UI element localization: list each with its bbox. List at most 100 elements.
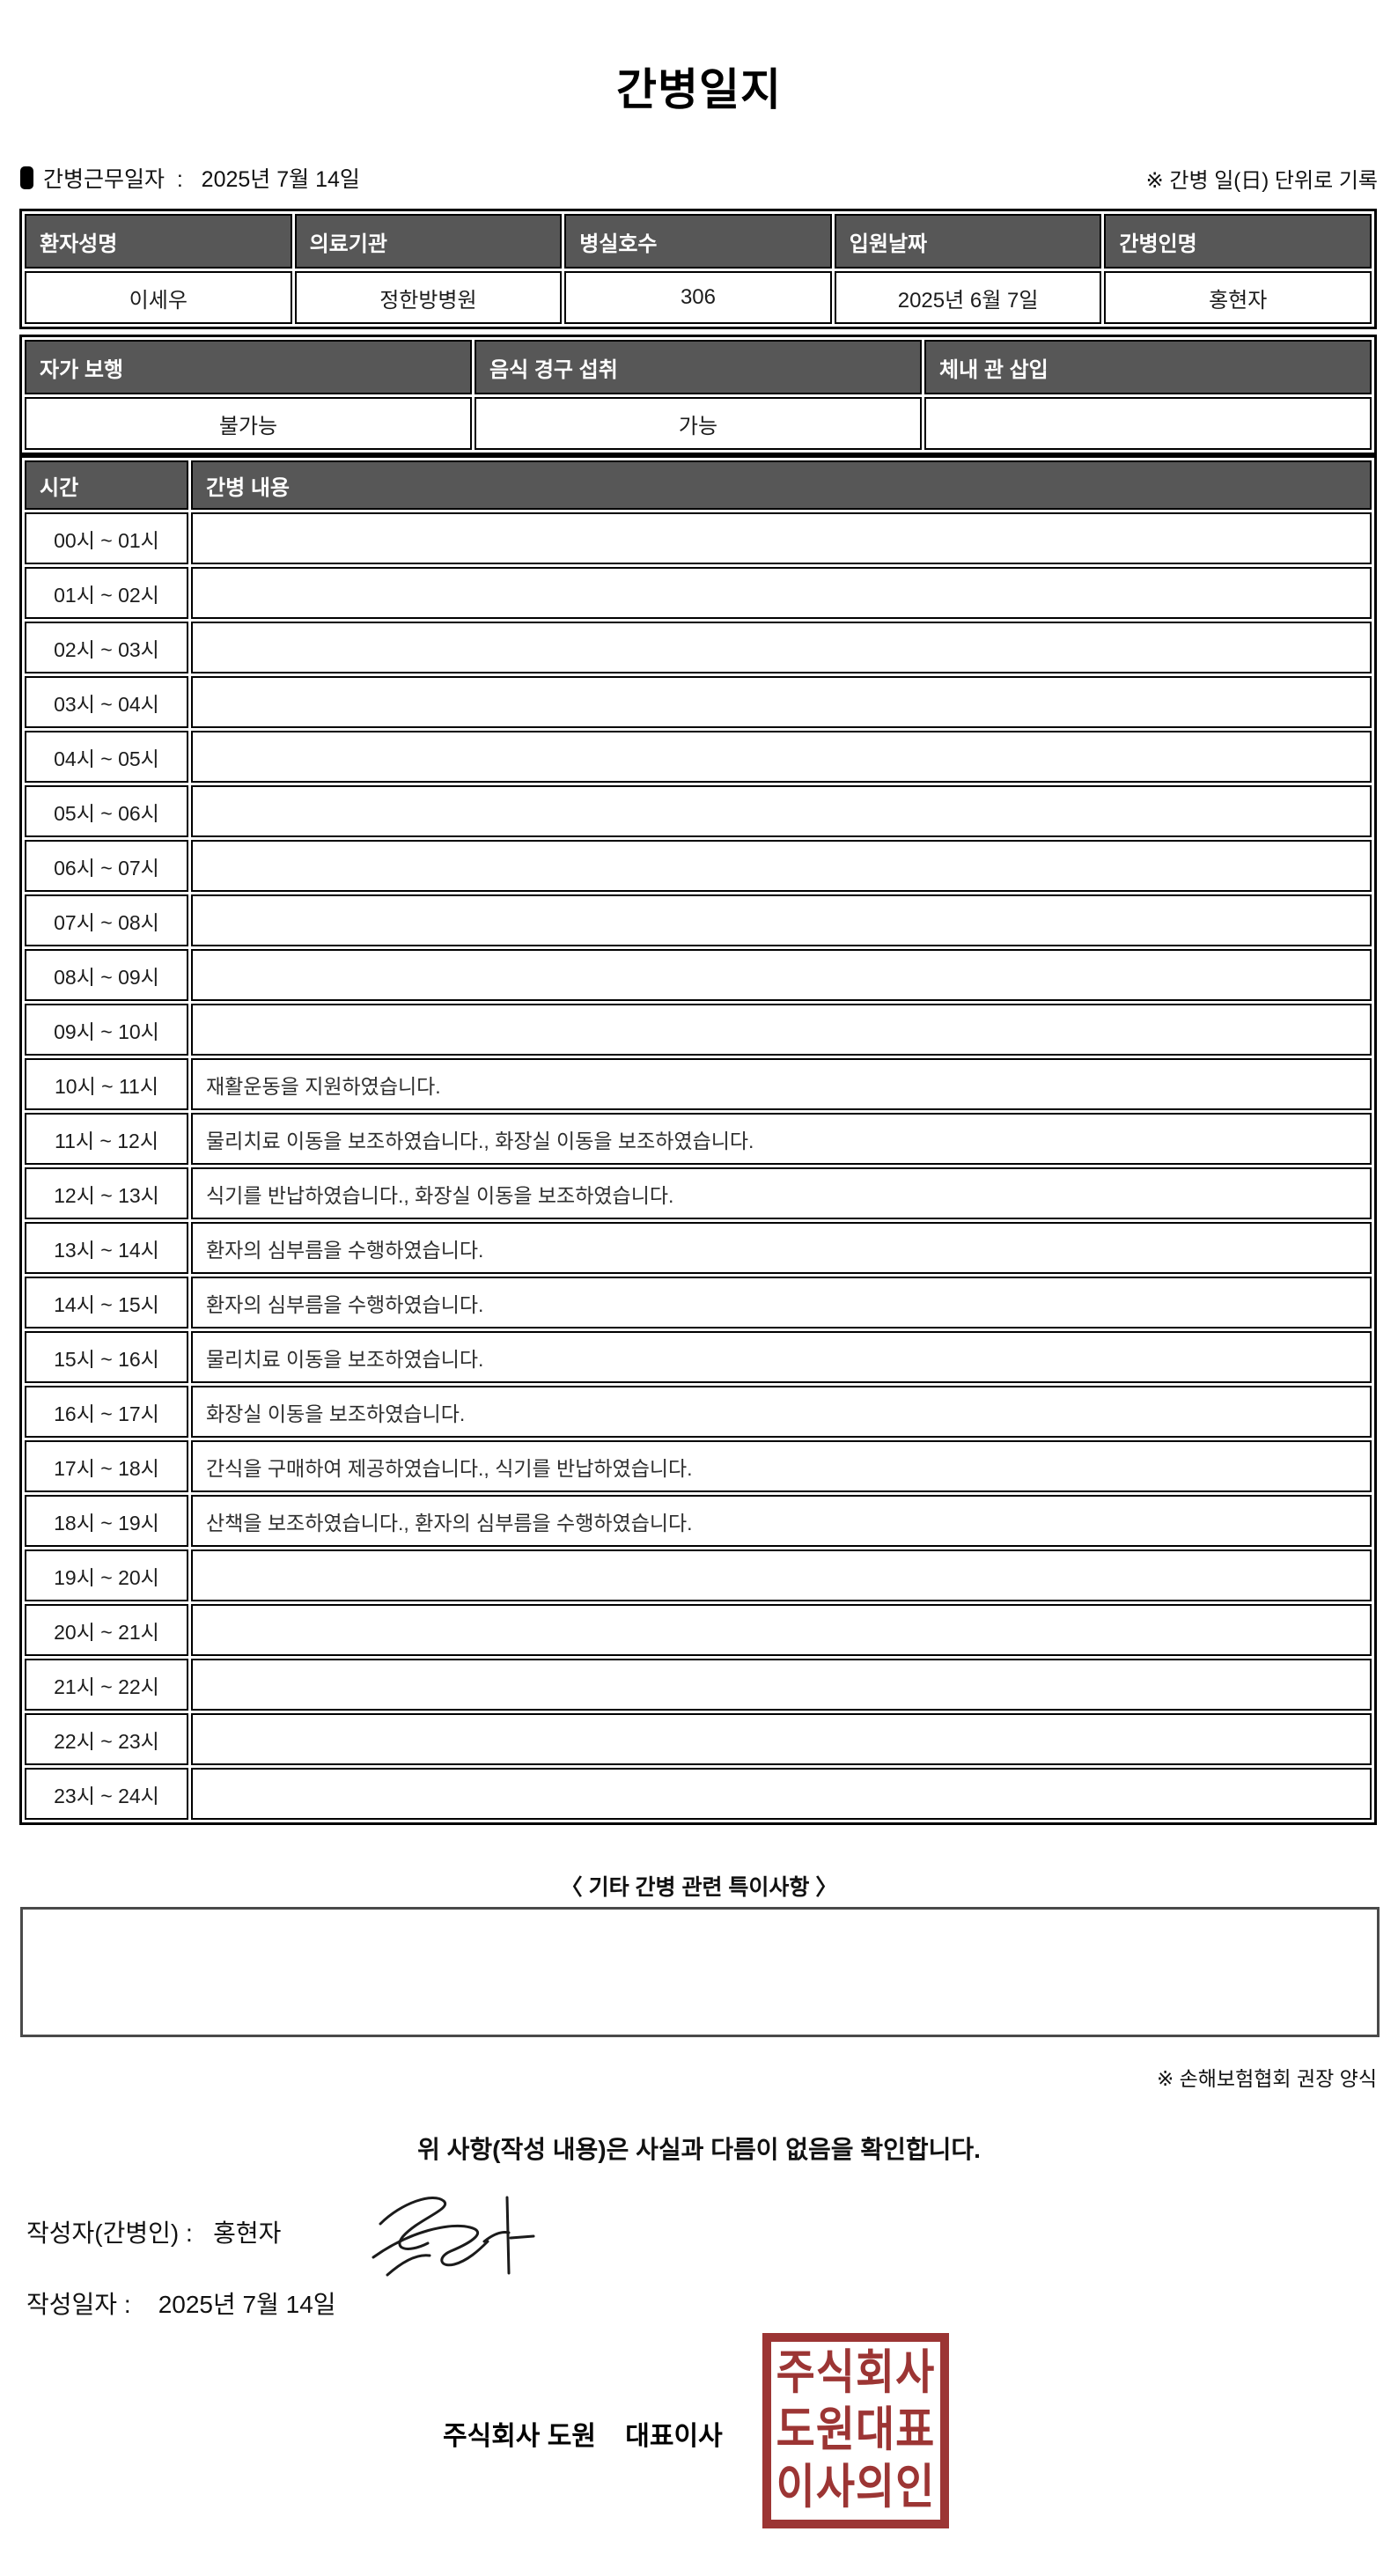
care-entry xyxy=(191,1768,1372,1820)
square-bullet-icon xyxy=(20,166,33,189)
patient-status-value-row: 불가능 가능 xyxy=(25,397,1372,450)
header-room-number: 병실호수 xyxy=(564,214,832,269)
care-entry xyxy=(191,512,1372,564)
time-slot: 04시 ~ 05시 xyxy=(25,731,188,783)
care-log-header-row: 시간 간병 내용 xyxy=(25,460,1372,510)
header-admission-date: 입원날짜 xyxy=(834,214,1102,269)
value-room-number: 306 xyxy=(564,271,832,324)
care-entry xyxy=(191,1713,1372,1765)
care-entry xyxy=(191,1604,1372,1656)
time-slot: 18시 ~ 19시 xyxy=(25,1495,188,1547)
care-log-row: 16시 ~ 17시 화장실 이동을 보조하였습니다. xyxy=(25,1386,1372,1438)
header-patient-name: 환자성명 xyxy=(25,214,292,269)
care-entry xyxy=(191,1004,1372,1056)
care-entry xyxy=(191,840,1372,892)
time-slot: 22시 ~ 23시 xyxy=(25,1713,188,1765)
care-entry xyxy=(191,1659,1372,1711)
care-log-table: 시간 간병 내용 00시 ~ 01시 01시 ~ 02시 02시 ~ 03시 0… xyxy=(19,455,1377,1825)
header-internal-tube: 체내 관 삽입 xyxy=(924,340,1372,394)
care-log-row: 07시 ~ 08시 xyxy=(25,894,1372,946)
care-log-row: 20시 ~ 21시 xyxy=(25,1604,1372,1656)
header-caregiver-name: 간병인명 xyxy=(1104,214,1372,269)
value-patient-name: 이세우 xyxy=(25,271,292,324)
value-oral-intake: 가능 xyxy=(475,397,922,450)
care-entry xyxy=(191,676,1372,728)
stamp-text-line: 도원대표 xyxy=(776,2403,936,2457)
care-entry: 물리치료 이동을 보조하였습니다., 화장실 이동을 보조하였습니다. xyxy=(191,1113,1372,1165)
daily-record-note: ※ 간병 일(日) 단위로 기록 xyxy=(1145,168,1378,193)
special-notes-box xyxy=(20,1907,1380,2037)
care-log-row: 05시 ~ 06시 xyxy=(25,785,1372,837)
care-log-row: 21시 ~ 22시 xyxy=(25,1659,1372,1711)
care-entry: 물리치료 이동을 보조하였습니다. xyxy=(191,1331,1372,1383)
patient-info-value-row: 이세우 정한방병원 306 2025년 6월 7일 홍현자 xyxy=(25,271,1372,324)
value-medical-institution: 정한방병원 xyxy=(294,271,563,324)
care-entry: 재활운동을 지원하였습니다. xyxy=(191,1058,1372,1110)
time-slot: 12시 ~ 13시 xyxy=(25,1167,188,1219)
care-log-row: 18시 ~ 19시 산책을 보조하였습니다., 환자의 심부름을 수행하였습니다. xyxy=(25,1495,1372,1547)
patient-info-table: 환자성명 의료기관 병실호수 입원날짜 간병인명 이세우 정한방병원 306 2… xyxy=(19,209,1377,329)
care-log-row: 09시 ~ 10시 xyxy=(25,1004,1372,1056)
care-log-row: 01시 ~ 02시 xyxy=(25,567,1372,619)
header-care-content: 간병 내용 xyxy=(191,460,1372,510)
care-entry xyxy=(191,1549,1372,1601)
care-log-row: 23시 ~ 24시 xyxy=(25,1768,1372,1820)
care-entry xyxy=(191,567,1372,619)
header-oral-intake: 음식 경구 섭취 xyxy=(475,340,922,394)
meta-row: 간병근무일자 : 2025년 7월 14일 ※ 간병 일(日) 단위로 기록 xyxy=(20,162,1378,194)
care-log-row: 17시 ~ 18시 간식을 구매하여 제공하였습니다., 식기를 반납하였습니다. xyxy=(25,1440,1372,1492)
time-slot: 21시 ~ 22시 xyxy=(25,1659,188,1711)
care-entry xyxy=(191,894,1372,946)
care-log-row: 12시 ~ 13시 식기를 반납하였습니다., 화장실 이동을 보조하였습니다. xyxy=(25,1167,1372,1219)
care-entry: 산책을 보조하였습니다., 환자의 심부름을 수행하였습니다. xyxy=(191,1495,1372,1547)
care-log-row: 11시 ~ 12시 물리치료 이동을 보조하였습니다., 화장실 이동을 보조하였… xyxy=(25,1113,1372,1165)
care-log-row: 22시 ~ 23시 xyxy=(25,1713,1372,1765)
stamp-text-line: 주식회사 xyxy=(776,2347,936,2400)
time-slot: 23시 ~ 24시 xyxy=(25,1768,188,1820)
time-slot: 13시 ~ 14시 xyxy=(25,1222,188,1274)
time-slot: 20시 ~ 21시 xyxy=(25,1604,188,1656)
header-time: 시간 xyxy=(25,460,188,510)
care-log-row: 04시 ~ 05시 xyxy=(25,731,1372,783)
time-slot: 06시 ~ 07시 xyxy=(25,840,188,892)
time-slot: 10시 ~ 11시 xyxy=(25,1058,188,1110)
header-medical-institution: 의료기관 xyxy=(294,214,563,269)
header-self-walking: 자가 보행 xyxy=(25,340,472,394)
care-entry xyxy=(191,731,1372,783)
page-title: 간병일지 xyxy=(616,65,782,114)
care-entry: 간식을 구매하여 제공하였습니다., 식기를 반납하였습니다. xyxy=(191,1440,1372,1492)
value-self-walking: 불가능 xyxy=(25,397,472,450)
caregiver-signature xyxy=(372,2196,535,2277)
care-entry xyxy=(191,785,1372,837)
care-work-date-text: 간병근무일자 : 2025년 7월 14일 xyxy=(43,167,360,192)
time-slot: 16시 ~ 17시 xyxy=(25,1386,188,1438)
time-slot: 07시 ~ 08시 xyxy=(25,894,188,946)
value-internal-tube xyxy=(924,397,1372,450)
care-log-row: 08시 ~ 09시 xyxy=(25,949,1372,1001)
care-log-row: 10시 ~ 11시 재활운동을 지원하였습니다. xyxy=(25,1058,1372,1110)
time-slot: 08시 ~ 09시 xyxy=(25,949,188,1001)
time-slot: 00시 ~ 01시 xyxy=(25,512,188,564)
insurance-form-note: ※ 손해보험협회 권장 양식 xyxy=(1156,2067,1377,2090)
written-date-line: 작성일자 : 2025년 7월 14일 xyxy=(26,2291,336,2318)
time-slot: 01시 ~ 02시 xyxy=(25,567,188,619)
care-entry: 환자의 심부름을 수행하였습니다. xyxy=(191,1277,1372,1328)
company-ceo-line: 주식회사 도원 대표이사 xyxy=(443,2422,723,2451)
confirmation-statement: 위 사항(작성 내용)은 사실과 다름이 없음을 확인합니다. xyxy=(417,2136,981,2163)
stamp-text-line: 이사의인 xyxy=(776,2461,936,2513)
time-slot: 03시 ~ 04시 xyxy=(25,676,188,728)
care-log-row: 19시 ~ 20시 xyxy=(25,1549,1372,1601)
care-entry xyxy=(191,949,1372,1001)
patient-status-table: 자가 보행 음식 경구 섭취 체내 관 삽입 불가능 가능 xyxy=(19,335,1377,455)
special-notes-heading: 〈 기타 간병 관련 특이사항 〉 xyxy=(560,1875,838,1900)
value-admission-date: 2025년 6월 7일 xyxy=(834,271,1102,324)
time-slot: 19시 ~ 20시 xyxy=(25,1549,188,1601)
time-slot: 15시 ~ 16시 xyxy=(25,1331,188,1383)
time-slot: 17시 ~ 18시 xyxy=(25,1440,188,1492)
patient-status-header-row: 자가 보행 음식 경구 섭취 체내 관 삽입 xyxy=(25,340,1372,394)
writer-line: 작성자(간병인) : 홍현자 xyxy=(26,2219,282,2247)
care-entry xyxy=(191,622,1372,673)
care-entry: 환자의 심부름을 수행하였습니다. xyxy=(191,1222,1372,1274)
care-entry: 식기를 반납하였습니다., 화장실 이동을 보조하였습니다. xyxy=(191,1167,1372,1219)
time-slot: 14시 ~ 15시 xyxy=(25,1277,188,1328)
